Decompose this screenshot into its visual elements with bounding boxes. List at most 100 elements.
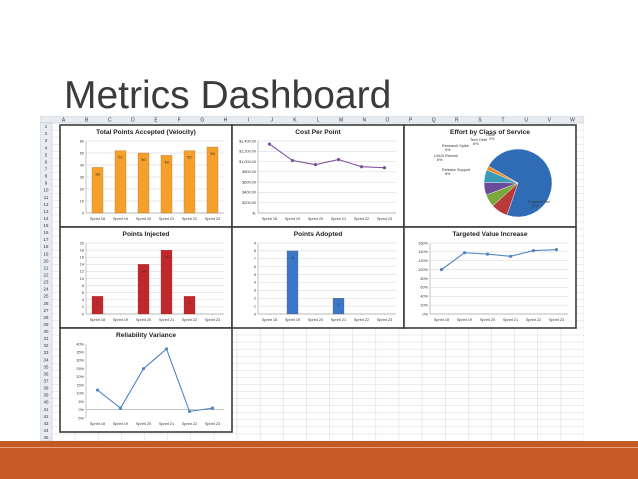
bar[interactable]: [91, 167, 104, 214]
bar[interactable]: [332, 298, 345, 315]
pie-label-name: UI/UX Rework: [434, 154, 458, 158]
y-tick-label: 0: [254, 312, 256, 316]
row-header: 4: [45, 145, 48, 150]
column-header: G: [200, 118, 204, 124]
chart-adopted[interactable]: Points Adopted 0 1 2 3 4 5 6 7 8 9 Sprint 18 Sprint …: [231, 226, 405, 329]
x-tick-label: Sprint 20: [136, 422, 151, 426]
row-header: 7: [45, 166, 48, 171]
chart-title: Effort by Class of Service: [450, 129, 530, 136]
pie-label: Release Support 8%: [442, 168, 471, 176]
y-tick-label: 0%: [79, 408, 85, 412]
data-point[interactable]: [95, 388, 100, 392]
chart-frame: [59, 327, 233, 433]
column-header: I: [248, 118, 249, 124]
bar[interactable]: [206, 146, 219, 214]
footer-line: [0, 447, 638, 448]
x-tick-label: Sprint 23: [205, 422, 220, 426]
y-tick-label: 6: [254, 265, 256, 269]
data-point[interactable]: [267, 142, 272, 146]
row-header: 8: [45, 174, 48, 179]
row-header: 6: [45, 159, 48, 164]
data-point[interactable]: [187, 409, 192, 414]
data-point[interactable]: [508, 254, 513, 258]
x-tick-label: Sprint 22: [182, 318, 197, 322]
y-tick-label: $1,000.00: [239, 160, 256, 164]
spreadsheet[interactable]: A B C D E F G H I J K L M N O P Q R S T U V W 1 2 3 4 5 6 7 8 9 10 11 12 13…: [40, 116, 584, 441]
row-header: 39: [44, 393, 49, 398]
row-header: 13: [44, 209, 49, 214]
data-point[interactable]: [462, 251, 467, 255]
column-header: M: [339, 118, 343, 124]
bar[interactable]: [137, 152, 150, 214]
data-point[interactable]: [531, 248, 536, 253]
data-point[interactable]: [439, 268, 444, 272]
column-header: V: [548, 118, 552, 124]
y-tick-label: 10: [80, 277, 84, 281]
row-header: 19: [44, 251, 49, 256]
data-point[interactable]: [164, 347, 169, 351]
bar[interactable]: [137, 264, 150, 315]
data-point[interactable]: [359, 165, 364, 169]
y-tick-label: 20%: [420, 303, 428, 307]
slide-title: Metrics Dashboard: [64, 74, 392, 117]
y-tick-label: 4: [82, 298, 84, 302]
data-point[interactable]: [336, 157, 341, 162]
bar[interactable]: [183, 150, 196, 214]
pie-slice[interactable]: [486, 165, 519, 184]
x-tick-label: Sprint 19: [285, 217, 300, 221]
x-tick-label: Sprint 20: [136, 318, 151, 322]
x-tick-label: Sprint 19: [285, 318, 300, 322]
bar-data-label: 5: [96, 300, 99, 305]
chart-value[interactable]: Targeted Value Increase 0% 20% 40% 60% 80% 100…: [403, 226, 577, 329]
column-header: N: [362, 118, 366, 124]
x-tick-label: Sprint 18: [90, 422, 105, 426]
row-header: 37: [44, 378, 49, 383]
row-header: 44: [44, 428, 49, 433]
chart-title: Total Points Accepted (Velocity): [96, 129, 196, 136]
chart-cost[interactable]: Cost Per Point $- $200.00 $400.00 $600.00 $80…: [231, 124, 405, 228]
y-tick-label: 10: [80, 199, 84, 203]
chart-velocity[interactable]: Total Points Accepted (Velocity) 0 10 20 30 4…: [59, 124, 233, 228]
bar[interactable]: [183, 296, 196, 315]
pie-slice[interactable]: [488, 148, 553, 218]
bar-data-label: 50: [141, 157, 146, 162]
row-header: 24: [44, 287, 49, 292]
data-point[interactable]: [313, 163, 318, 167]
data-point[interactable]: [485, 252, 490, 256]
bar[interactable]: [114, 150, 127, 214]
chart-title: Targeted Value Increase: [452, 231, 527, 238]
y-tick-label: 7: [254, 257, 256, 261]
bar[interactable]: [91, 296, 104, 315]
data-point[interactable]: [141, 367, 146, 371]
data-point[interactable]: [118, 406, 123, 410]
column-header: K: [293, 118, 297, 124]
data-point[interactable]: [290, 158, 295, 163]
y-tick-label: $1,200.00: [239, 150, 256, 154]
chart-frame: [403, 226, 577, 329]
y-tick-label: 160%: [418, 241, 428, 245]
spreadsheet-canvas[interactable]: A B C D E F G H I J K L M N O P Q R S T U V W12345678910111213…: [40, 116, 584, 441]
x-tick-label: Sprint 22: [354, 217, 369, 221]
bar-zero-marker: -: [384, 312, 386, 316]
column-headers: A B C D E F G H I J K L M N O P Q R S T U V W: [40, 116, 584, 124]
data-point[interactable]: [210, 406, 215, 410]
row-header: 32: [44, 343, 49, 348]
bar[interactable]: [160, 250, 173, 315]
chart-variance[interactable]: Reliability Variance -5% 0% 5% 10% 15% 20% 25% 3…: [59, 327, 233, 433]
chart-title: Points Adopted: [294, 231, 342, 238]
x-tick-label: Sprint 21: [159, 422, 174, 426]
data-point[interactable]: [554, 248, 559, 252]
chart-effort[interactable]: Effort by Class of Service Forward Dev 72%…: [403, 124, 577, 228]
bar-data-label: 5: [188, 300, 191, 305]
data-point[interactable]: [382, 166, 387, 170]
bar[interactable]: [160, 155, 173, 214]
y-tick-label: 3: [254, 289, 256, 293]
pie-label: Research Spike 6%: [442, 144, 469, 152]
bar-data-label: 8: [291, 255, 294, 260]
bar[interactable]: [286, 250, 299, 315]
row-headers: 1234567891011121314151617181920212223242…: [40, 122, 53, 441]
row-header: 25: [44, 294, 49, 299]
chart-injected[interactable]: Points Injected 0 2 4 6 8 10 12 14 16 18 20 Sprint 1…: [59, 226, 233, 329]
y-tick-label: 16: [80, 256, 84, 260]
pie-label: Forward Dev 72%: [528, 200, 550, 208]
